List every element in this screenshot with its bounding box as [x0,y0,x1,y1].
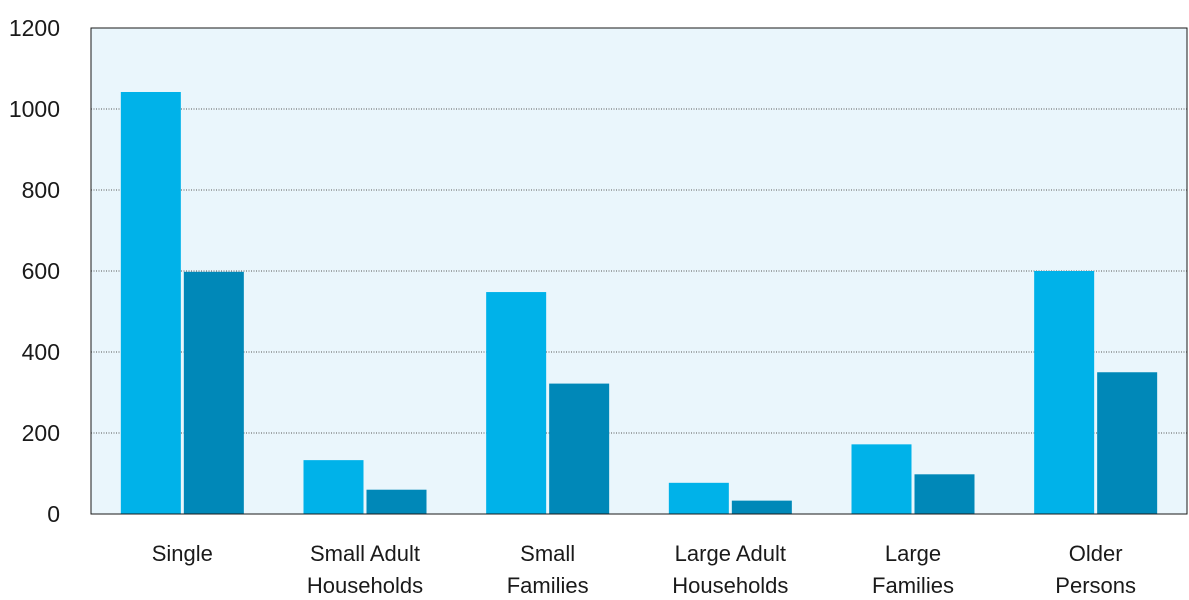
bar-series-2-4 [914,474,975,514]
x-category-label-line: Households [307,573,423,598]
y-tick-label: 800 [22,177,60,203]
bar-series-1-4 [851,444,912,514]
y-tick-label: 1200 [9,15,60,41]
x-category-label-line: Families [507,573,589,598]
x-category-label-line: Large Adult [675,541,786,566]
bar-series-1-1 [303,460,364,514]
bar-series-1-5 [1034,271,1095,514]
bar-series-2-2 [549,383,610,514]
plot-frame [90,27,1188,515]
bar-series-2-3 [731,500,792,514]
bar-series-1-0 [120,91,181,515]
x-category-label-line: Large [885,541,941,566]
x-category-label-line: Households [672,573,788,598]
bar-series-2-1 [366,489,427,514]
x-category-label-line: Small Adult [310,541,420,566]
bar-series-1-3 [668,482,729,514]
x-category-label: Small Adult Households [307,541,423,598]
x-category-label: Large Adult Households [672,541,788,598]
y-tick-label: 600 [22,258,60,284]
bar-series-1-2 [486,292,547,514]
bar-series-2-5 [1097,372,1158,514]
bars [120,91,1158,515]
y-tick-label: 200 [22,420,60,446]
x-category-label-line: Persons [1055,573,1136,598]
bar-series-2-0 [183,271,244,514]
y-tick-label: 1000 [9,96,60,122]
y-tick-label: 400 [22,339,60,365]
y-axis-tick-labels: 0 200 400 600 800 1000 1200 [9,15,60,527]
x-category-label: Single [152,541,213,566]
gridlines [91,108,1187,434]
x-category-label: Older Persons [1055,541,1136,598]
x-category-label: Large Families [872,541,954,598]
x-category-label-line: Single [152,541,213,566]
x-category-label-line: Families [872,573,954,598]
x-category-label-line: Older [1069,541,1123,566]
x-category-label-line: Small [520,541,575,566]
x-axis-category-labels: Single Small Adult Households Small Families… [152,541,1136,598]
x-category-label: Small Families [507,541,589,598]
y-tick-label: 0 [47,501,60,527]
